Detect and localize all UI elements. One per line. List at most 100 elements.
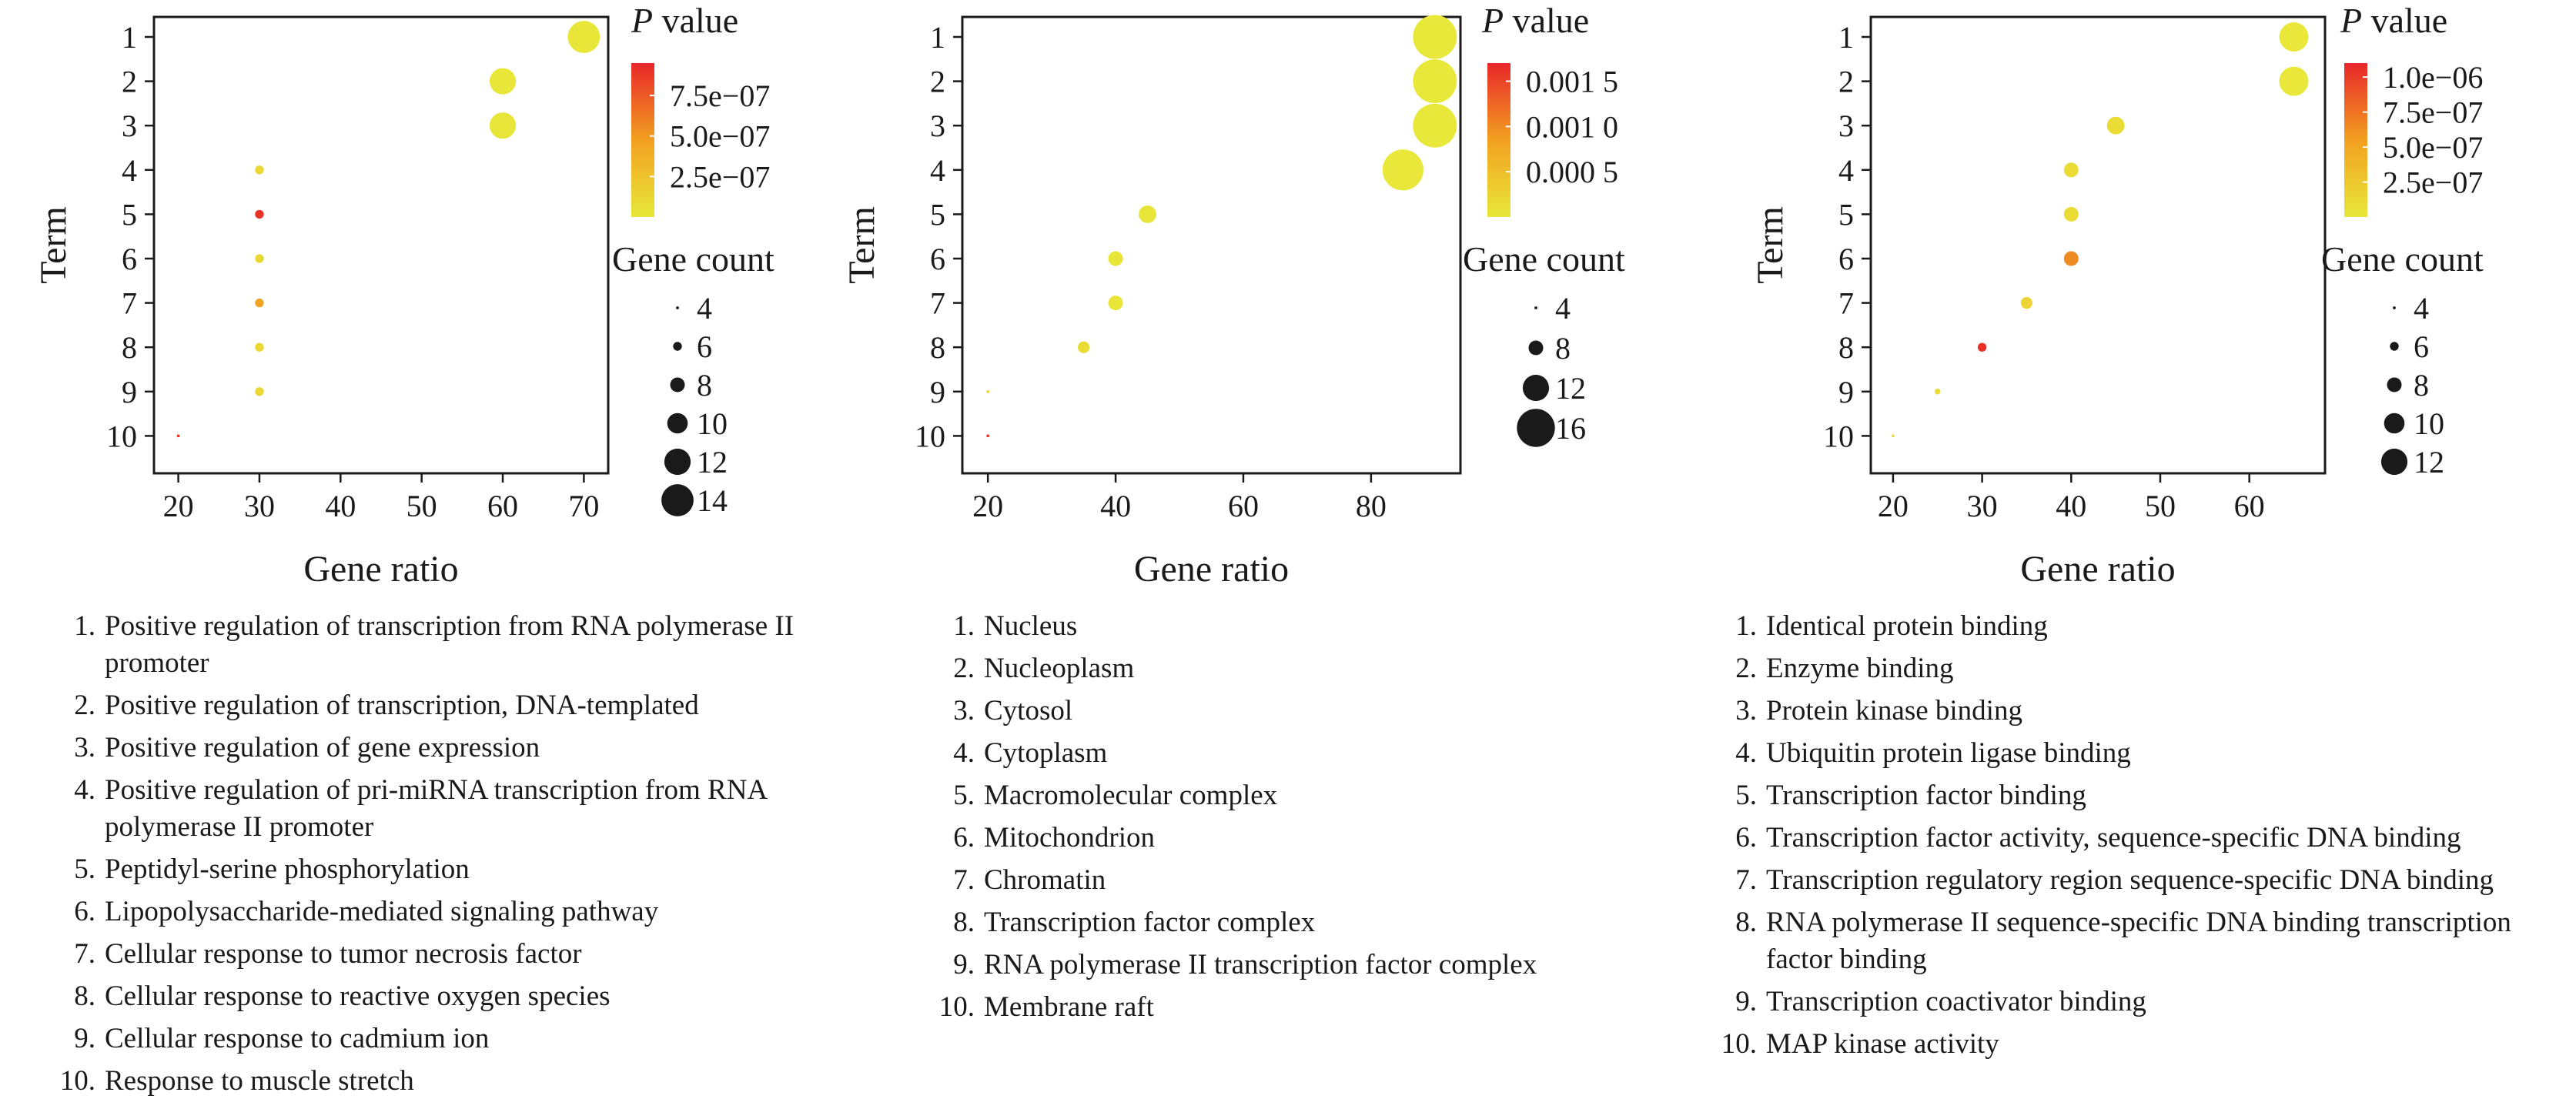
- term-text: Transcription coactivator binding: [1766, 986, 2146, 1017]
- y-tick-label: 5: [122, 197, 137, 232]
- p-value-colorbar: [2344, 63, 2367, 217]
- data-point: [1934, 389, 1941, 395]
- y-tick-label: 3: [122, 109, 137, 143]
- term-number: 7.: [1735, 864, 1757, 896]
- size-legend-label: 12: [2414, 445, 2444, 479]
- data-point: [255, 165, 264, 175]
- y-tick-label: 7: [122, 286, 137, 321]
- size-legend-label: 12: [697, 445, 728, 479]
- data-point: [1108, 296, 1123, 311]
- y-tick-label: 10: [1823, 419, 1854, 453]
- term-list-cellular-component: 1. Nucleus 2. Nucleoplasm 3. Cytosol 4. Cytopla…: [932, 608, 1701, 1031]
- colorbar-tick-label: 0.001 5: [1526, 65, 1618, 99]
- p-value-colorbar: [1487, 63, 1510, 217]
- term-list-item: 7. Transcription regulatory region sequen…: [1714, 862, 2568, 899]
- term-number: 4.: [953, 737, 975, 769]
- term-number: 5.: [953, 780, 975, 811]
- term-list-item: 8. RNA polymerase II sequence-specific DN…: [1714, 904, 2568, 978]
- data-point: [2020, 297, 2033, 309]
- size-legend-dot: [1522, 374, 1550, 402]
- x-tick-label: 50: [2145, 489, 2176, 523]
- term-number: 8.: [74, 980, 95, 1012]
- term-list-item: 10. Membrane raft: [932, 989, 1701, 1026]
- y-axis-title: Term: [1750, 206, 1791, 284]
- data-point: [176, 434, 180, 438]
- y-tick-label: 7: [930, 286, 945, 321]
- x-tick-label: 60: [2234, 489, 2265, 523]
- data-point: [2063, 206, 2079, 222]
- colorbar-tick-label: 5.0e−07: [2383, 130, 2483, 165]
- plot-frame-3: [1869, 15, 2327, 475]
- size-legend-dot: [676, 306, 679, 309]
- colorbar-tick-label: 7.5e−07: [2383, 95, 2483, 130]
- term-list-biological-process: 1. Positive regulation of transcription f…: [52, 608, 853, 1105]
- colorbar-tick-label: 1.0e−06: [2383, 60, 2483, 95]
- size-legend-dot: [1528, 340, 1544, 356]
- term-number: 4.: [74, 774, 95, 806]
- x-tick-label: 20: [163, 489, 194, 523]
- size-legend-dot: [1517, 409, 1555, 447]
- size-legend-label: 12: [1555, 371, 1586, 406]
- p-value-colorbar: [631, 63, 654, 217]
- term-text: Enzyme binding: [1766, 653, 1954, 684]
- y-tick-label: 2: [1838, 65, 1854, 99]
- x-tick-label: 30: [244, 489, 275, 523]
- p-value-legend-title: P value: [631, 1, 738, 40]
- colorbar-tick-label: 5.0e−07: [670, 119, 770, 154]
- y-tick-label: 1: [930, 20, 945, 55]
- gene-count-legend-title: Gene count: [2321, 239, 2484, 279]
- p-value-legend-title-p: P: [631, 1, 653, 40]
- y-axis-title: Term: [33, 206, 74, 284]
- colorbar-tick-label: 0.000 5: [1526, 155, 1618, 189]
- data-point: [2063, 162, 2079, 178]
- y-tick-label: 2: [122, 65, 137, 99]
- data-point: [1413, 59, 1457, 104]
- term-number: 6.: [1735, 822, 1757, 853]
- plot-frame-2: [961, 15, 1462, 475]
- term-list-item: 2. Enzyme binding: [1714, 650, 2568, 687]
- term-list-item: 2. Positive regulation of transcription, …: [52, 687, 853, 724]
- size-legend-label: 14: [697, 483, 728, 518]
- size-legend-dot: [673, 342, 682, 351]
- term-text: Peptidyl-serine phosphorylation: [105, 853, 470, 885]
- term-list-item: 5. Macromolecular complex: [932, 777, 1701, 814]
- term-text: Cellular response to cadmium ion: [105, 1023, 490, 1054]
- p-value-legend-title: P value: [1481, 1, 1589, 40]
- p-value-legend-title-rest: value: [2362, 1, 2447, 40]
- term-number: 6.: [74, 896, 95, 927]
- term-text: Response to muscle stretch: [105, 1065, 414, 1097]
- data-point: [255, 298, 264, 308]
- colorbar-tick-label: 7.5e−07: [670, 78, 770, 113]
- term-list-item: 9. Cellular response to cadmium ion: [52, 1020, 853, 1057]
- term-list-item: 5. Peptidyl-serine phosphorylation: [52, 851, 853, 888]
- y-tick-label: 8: [122, 330, 137, 365]
- size-legend-label: 8: [697, 368, 712, 403]
- term-text: Transcription factor complex: [984, 907, 1316, 938]
- y-tick-label: 4: [930, 153, 945, 188]
- data-point: [1382, 149, 1423, 191]
- size-legend-dot: [2384, 413, 2405, 434]
- data-point: [1139, 205, 1156, 223]
- colorbar-tick-label: 2.5e−07: [670, 159, 770, 194]
- x-axis-title: Gene ratio: [1134, 549, 1289, 590]
- term-list-item: 3. Protein kinase binding: [1714, 693, 2568, 730]
- x-tick-label: 20: [1878, 489, 1909, 523]
- data-point: [1892, 434, 1895, 438]
- term-number: 9.: [1735, 986, 1757, 1017]
- term-list-item: 9. Transcription coactivator binding: [1714, 984, 2568, 1020]
- term-list-item: 1. Nucleus: [932, 608, 1701, 645]
- data-point: [2063, 251, 2079, 266]
- term-number: 4.: [1735, 737, 1757, 769]
- data-point: [489, 112, 517, 139]
- y-tick-label: 6: [930, 242, 945, 276]
- x-tick-label: 70: [568, 489, 599, 523]
- term-text: RNA polymerase II sequence-specific DNA …: [1766, 907, 2511, 975]
- term-number: 9.: [953, 949, 975, 980]
- gene-count-legend-title: Gene count: [1463, 239, 1625, 279]
- data-point: [489, 68, 517, 95]
- term-list-item: 10. MAP kinase activity: [1714, 1026, 2568, 1063]
- y-tick-label: 5: [1838, 197, 1854, 232]
- size-legend-label: 10: [697, 406, 728, 441]
- term-list-item: 5. Transcription factor binding: [1714, 777, 2568, 814]
- x-tick-label: 40: [1100, 489, 1131, 523]
